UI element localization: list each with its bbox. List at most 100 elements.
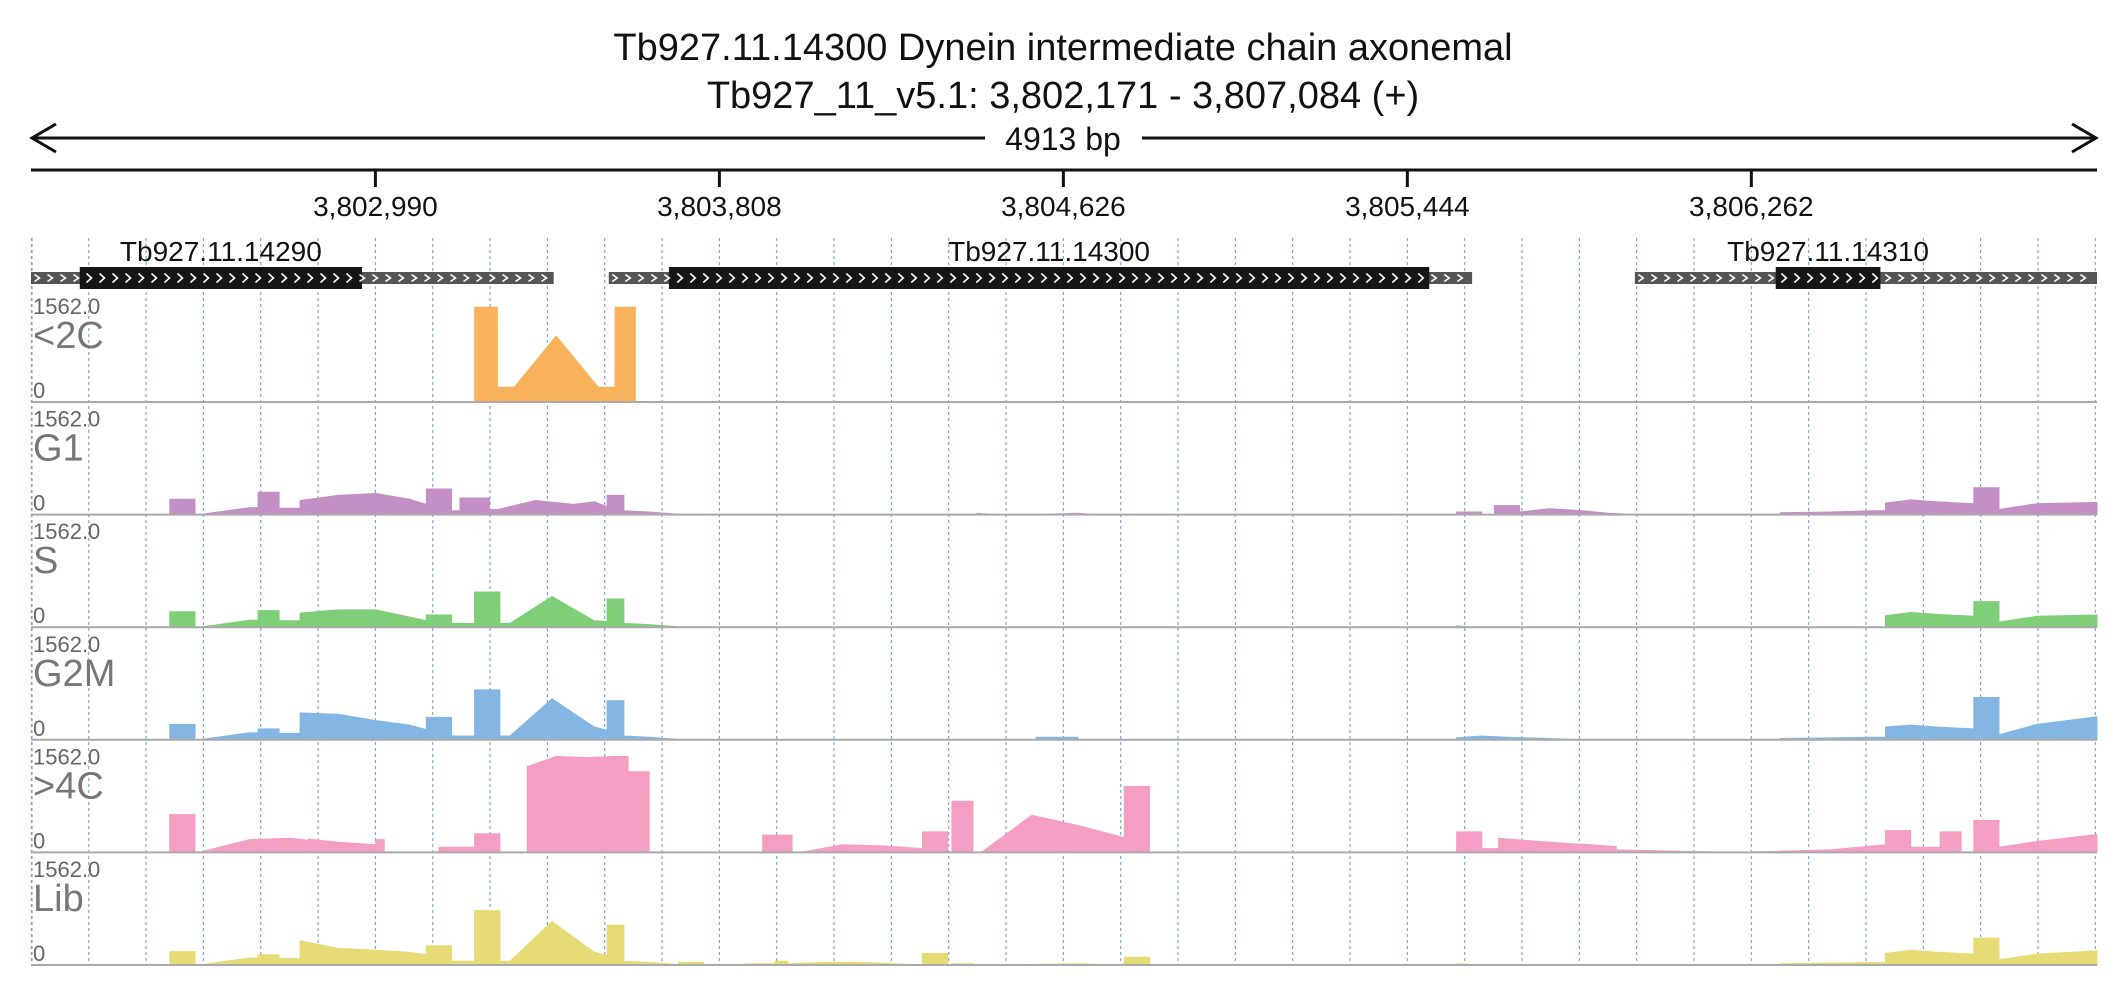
strand-chevron-icon: [676, 272, 684, 284]
strand-chevron-icon: [1066, 272, 1074, 284]
strand-chevron-icon: [47, 273, 54, 283]
strand-chevron-icon: [332, 272, 340, 284]
strand-chevron-icon: [663, 273, 671, 283]
strand-chevron-icon: [1754, 273, 1762, 283]
strand-chevron-icon: [489, 273, 496, 283]
strand-chevron-icon: [988, 272, 996, 284]
strand-chevron-icon: [1456, 273, 1464, 283]
strand-chevron-icon: [1949, 273, 1957, 283]
strand-chevron-icon: [176, 272, 184, 284]
strand-chevron-icon: [2053, 273, 2061, 283]
track-name-label: >4C: [33, 765, 104, 807]
gene-model: Tb927.11.14290: [31, 236, 554, 289]
strand-chevron-icon: [1663, 273, 1671, 283]
strand-chevron-icon: [515, 273, 522, 283]
strand-chevron-icon: [1728, 273, 1736, 283]
strand-chevron-icon: [1378, 272, 1386, 284]
strand-chevron-icon: [1404, 272, 1412, 284]
strand-chevron-icon: [780, 272, 788, 284]
strand-chevron-icon: [910, 272, 918, 284]
strand-chevron-icon: [1975, 273, 1983, 283]
span-length-label: 4913 bp: [1005, 121, 1121, 157]
strand-chevron-icon: [884, 272, 892, 284]
coverage-track: 1562.0 0 Lib: [31, 857, 2098, 966]
strand-chevron-icon: [1832, 272, 1840, 284]
strand-chevron-icon: [1858, 272, 1866, 284]
strand-chevron-icon: [228, 272, 236, 284]
strand-chevron-icon: [1079, 272, 1087, 284]
strand-chevron-icon: [1365, 272, 1373, 284]
coverage-area: [31, 689, 2098, 741]
strand-chevron-icon: [2014, 273, 2022, 283]
coverage-area: [31, 755, 2098, 853]
track-name-label: G1: [33, 428, 84, 470]
strand-chevron-icon: [73, 273, 80, 283]
coverage-track: 1562.0 0 >4C: [31, 744, 2098, 854]
strand-chevron-icon: [124, 272, 132, 284]
strand-chevron-icon: [1741, 273, 1749, 283]
strand-chevron-icon: [2040, 273, 2048, 283]
strand-chevron-icon: [1443, 273, 1451, 283]
strand-chevron-icon: [502, 273, 509, 283]
strand-chevron-icon: [741, 272, 749, 284]
y-min-label: 0: [33, 716, 45, 741]
x-tick-label: 3,802,990: [313, 191, 438, 222]
strand-chevron-icon: [949, 272, 957, 284]
coverage-area: [31, 591, 2098, 628]
strand-chevron-icon: [1793, 272, 1801, 284]
strand-chevron-icon: [689, 272, 697, 284]
strand-chevron-icon: [1780, 272, 1788, 284]
strand-chevron-icon: [2001, 273, 2009, 283]
strand-chevron-icon: [2079, 273, 2087, 283]
strand-chevron-icon: [359, 273, 366, 283]
strand-chevron-icon: [1001, 272, 1009, 284]
coverage-track: 1562.0 0 G1: [31, 407, 2098, 516]
strand-chevron-icon: [372, 273, 379, 283]
strand-chevron-icon: [1702, 273, 1710, 283]
strand-chevron-icon: [832, 272, 840, 284]
y-min-label: 0: [33, 828, 45, 853]
strand-chevron-icon: [2027, 273, 2035, 283]
strand-chevron-icon: [624, 273, 632, 283]
arrow-left-icon: [29, 122, 57, 154]
y-max-label: 1562.0: [33, 294, 100, 319]
strand-chevron-icon: [1650, 273, 1658, 283]
strand-chevron-icon: [60, 273, 67, 283]
strand-chevron-icon: [1637, 273, 1645, 283]
strand-chevron-icon: [637, 273, 645, 283]
strand-chevron-icon: [1339, 272, 1347, 284]
strand-chevron-icon: [1884, 273, 1892, 283]
coverage-track: 1562.0 0 G2M: [31, 632, 2098, 741]
strand-chevron-icon: [1676, 273, 1684, 283]
coverage-area: [31, 306, 2097, 403]
coverage-track: 1562.0 0 <2C: [31, 294, 2097, 403]
strand-chevron-icon: [1352, 272, 1360, 284]
y-min-label: 0: [33, 378, 45, 403]
y-max-label: 1562.0: [33, 407, 100, 432]
coordinate-ticks: 3,802,990 3,803,808 3,804,626 3,805,444 3,80…: [313, 170, 1814, 222]
strand-chevron-icon: [1923, 273, 1931, 283]
strand-chevron-icon: [267, 272, 275, 284]
strand-chevron-icon: [1092, 272, 1100, 284]
strand-chevron-icon: [398, 273, 405, 283]
strand-chevron-icon: [1806, 272, 1814, 284]
strand-chevron-icon: [611, 273, 619, 283]
strand-chevron-icon: [424, 273, 431, 283]
strand-chevron-icon: [1014, 272, 1022, 284]
x-tick-label: 3,803,808: [657, 191, 782, 222]
vertical-gridlines: [30, 238, 2096, 963]
strand-chevron-icon: [702, 272, 710, 284]
strand-chevron-icon: [1897, 273, 1905, 283]
strand-chevron-icon: [793, 272, 801, 284]
strand-chevron-icon: [715, 272, 723, 284]
strand-chevron-icon: [1300, 272, 1308, 284]
strand-chevron-icon: [1287, 272, 1295, 284]
strand-chevron-icon: [1988, 273, 1996, 283]
gene-model: Tb927.11.14300: [608, 236, 1473, 289]
strand-chevron-icon: [98, 272, 106, 284]
strand-chevron-icon: [1261, 272, 1269, 284]
strand-chevron-icon: [1040, 272, 1048, 284]
gene-name-label: Tb927.11.14310: [1727, 236, 1929, 267]
strand-chevron-icon: [1910, 273, 1918, 283]
